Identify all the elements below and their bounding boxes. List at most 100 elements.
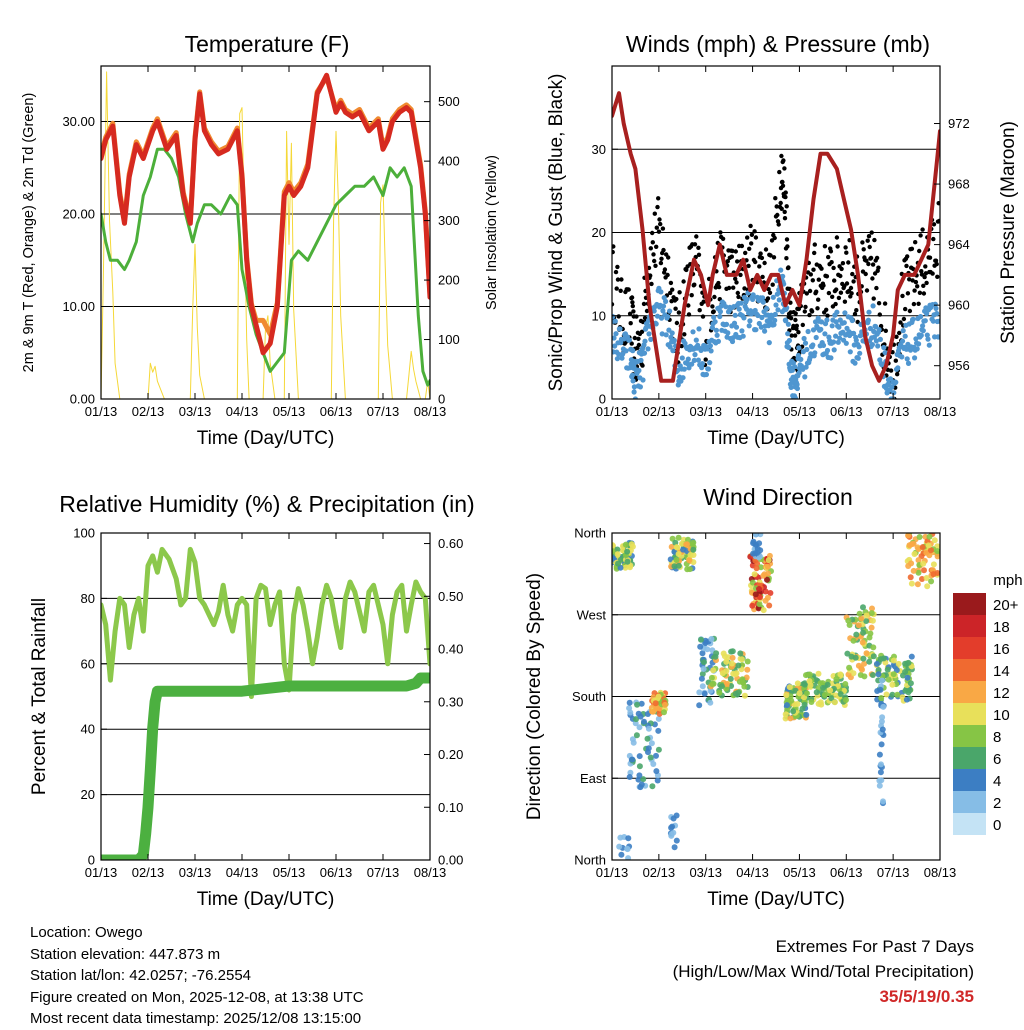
x-axis-label: Time (Day/UTC) bbox=[197, 889, 335, 910]
y2-tick-label: 0.30 bbox=[438, 694, 463, 709]
colorbar-label: 20+ bbox=[993, 597, 1019, 614]
direction-point bbox=[760, 607, 767, 614]
series-gust-point bbox=[803, 304, 808, 310]
series-sonic-prop-wind-point bbox=[758, 324, 764, 330]
series-sonic-prop-wind-point bbox=[812, 350, 818, 356]
series-gust-point bbox=[868, 255, 874, 261]
series-sonic-prop-wind-point bbox=[916, 341, 922, 347]
direction-point bbox=[615, 560, 621, 567]
series-sonic-prop-wind-point bbox=[796, 345, 802, 351]
direction-point bbox=[698, 636, 704, 643]
series-gust-point bbox=[860, 240, 865, 245]
x-tick-label: 04/13 bbox=[736, 404, 769, 419]
series-gust-point bbox=[843, 245, 848, 250]
direction-point bbox=[641, 718, 647, 725]
series-gust-point bbox=[924, 280, 929, 286]
y-axis-label: Direction (Colored By Speed) bbox=[524, 573, 545, 820]
direction-point bbox=[716, 689, 723, 696]
direction-point bbox=[907, 680, 914, 687]
direction-point bbox=[754, 549, 761, 556]
direction-point bbox=[624, 845, 631, 852]
direction-point bbox=[844, 650, 851, 657]
direction-point bbox=[908, 560, 915, 567]
direction-point bbox=[850, 637, 857, 644]
series-sonic-prop-wind-point bbox=[689, 361, 695, 367]
series-gust-point bbox=[730, 248, 735, 254]
series-gust-point bbox=[689, 293, 694, 298]
series-gust-point bbox=[666, 255, 671, 260]
series-sonic-prop-wind-point bbox=[612, 343, 618, 349]
series-gust-point bbox=[809, 309, 815, 314]
series-gust-point bbox=[735, 259, 740, 264]
direction-point bbox=[729, 654, 736, 661]
direction-point bbox=[837, 671, 844, 678]
direction-point bbox=[707, 699, 714, 706]
direction-point bbox=[647, 754, 654, 761]
colorbar-label: 8 bbox=[993, 729, 1001, 746]
series-sonic-prop-wind-point bbox=[740, 333, 746, 339]
series-sonic-prop-wind-point bbox=[680, 375, 686, 381]
x-axis-label: Time (Day/UTC) bbox=[707, 889, 845, 910]
direction-point bbox=[723, 658, 730, 665]
series-gust-point bbox=[686, 312, 692, 317]
series-gust-point bbox=[658, 260, 664, 266]
series-gust-point bbox=[794, 323, 799, 328]
series-gust-point bbox=[844, 281, 850, 286]
series-gust-point bbox=[775, 212, 780, 218]
x-tick-label: 08/13 bbox=[414, 404, 447, 419]
x-tick-label: 06/13 bbox=[320, 404, 353, 419]
series-gust-point bbox=[654, 225, 659, 230]
x-tick-label: 01/13 bbox=[596, 404, 629, 419]
series-gust-point bbox=[630, 300, 635, 305]
series-gust-point bbox=[725, 259, 730, 264]
extremes-subheading: (High/Low/Max Wind/Total Precipitation) bbox=[672, 962, 974, 981]
x-tick-label: 03/13 bbox=[689, 404, 722, 419]
series-sonic-prop-wind-point bbox=[668, 334, 674, 340]
series-sonic-prop-wind-point bbox=[693, 337, 699, 343]
x-tick-label: 06/13 bbox=[830, 404, 863, 419]
series-sonic-prop-wind-point bbox=[659, 331, 665, 337]
series-sonic-prop-wind-point bbox=[753, 327, 759, 333]
series-gust-point bbox=[836, 295, 842, 301]
series-sonic-prop-wind-point bbox=[732, 312, 738, 318]
series-sonic-prop-wind-point bbox=[648, 336, 654, 342]
series-gust-point bbox=[681, 279, 686, 284]
y-tick-label: 10.00 bbox=[62, 299, 95, 314]
series-gust-point bbox=[629, 341, 634, 346]
series-gust-point bbox=[674, 320, 680, 326]
series-gust-point bbox=[632, 335, 637, 341]
x-tick-label: 08/13 bbox=[414, 865, 447, 880]
direction-point bbox=[637, 784, 644, 791]
colorbar-label: 16 bbox=[993, 641, 1010, 658]
y2-tick-label: 400 bbox=[438, 154, 460, 169]
direction-point bbox=[867, 630, 874, 637]
direction-point bbox=[636, 753, 643, 760]
series-sonic-prop-wind-point bbox=[629, 372, 636, 378]
direction-point bbox=[859, 639, 866, 646]
series-gust-point bbox=[612, 249, 615, 255]
series-gust-point bbox=[905, 254, 910, 259]
chart-humidity: Relative Humidity (%) & Precipitation (i… bbox=[29, 491, 475, 910]
direction-points bbox=[612, 533, 940, 860]
series-sonic-prop-wind-point bbox=[831, 347, 837, 353]
series-sonic-prop-wind-point bbox=[738, 300, 744, 306]
direction-point bbox=[675, 562, 682, 569]
series-gust-point bbox=[742, 286, 747, 291]
x-tick-label: 03/13 bbox=[689, 865, 722, 880]
direction-point bbox=[661, 709, 667, 716]
series-gust-point bbox=[897, 330, 902, 336]
series-sonic-prop-wind-point bbox=[853, 337, 859, 343]
series-gust-point bbox=[917, 290, 923, 295]
series-gust-point bbox=[850, 271, 855, 277]
x-tick-label: 08/13 bbox=[924, 404, 957, 419]
direction-point bbox=[708, 636, 715, 642]
series-sonic-prop-wind-point bbox=[638, 357, 644, 363]
direction-point bbox=[790, 708, 797, 715]
y-tick-label: South bbox=[572, 689, 606, 704]
series-gust-point bbox=[650, 230, 655, 236]
direction-point bbox=[675, 534, 682, 541]
series-sonic-prop-wind-point bbox=[802, 340, 809, 346]
series-gust-point bbox=[739, 243, 745, 249]
series-gust-point bbox=[832, 278, 837, 283]
series-gust-point bbox=[636, 342, 642, 348]
